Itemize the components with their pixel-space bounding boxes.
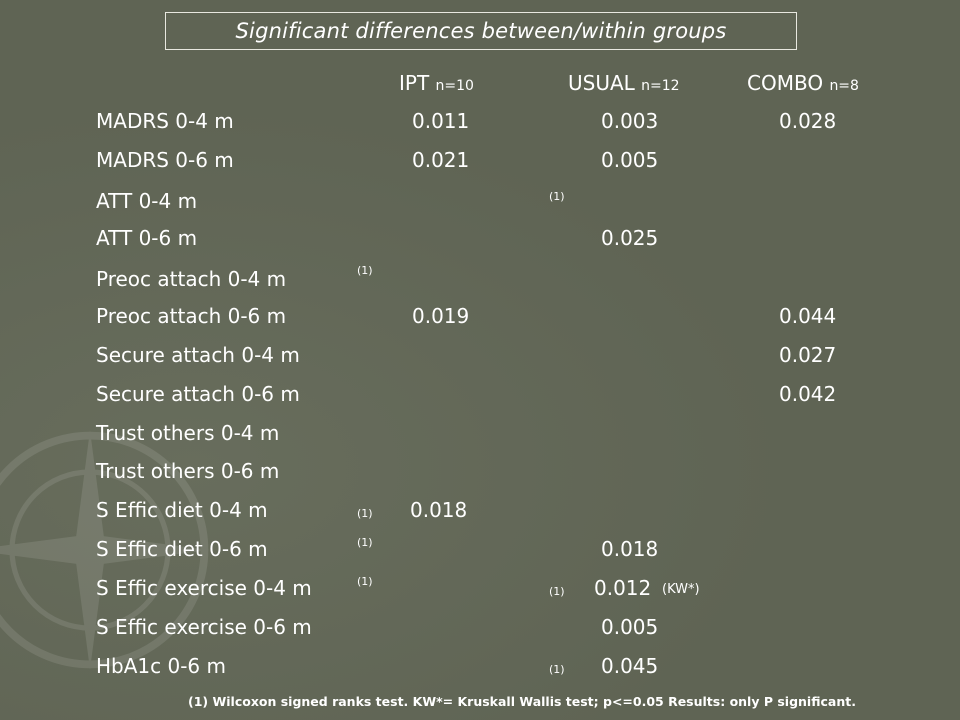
table-row: Secure attach 0-6 m 0.042 — [0, 375, 960, 414]
ipt-test-note: (1) — [357, 536, 373, 549]
ipt-test-note: (1) — [357, 507, 373, 520]
column-n: n=10 — [435, 78, 474, 94]
ipt-value: 0.018 — [410, 498, 468, 522]
usual-test-suffix: (KW*) — [662, 582, 700, 597]
table-row: ATT 0-6 m 0.025 — [0, 219, 960, 258]
table-row: MADRS 0-4 m 0.011 0.003 0.028 — [0, 102, 960, 141]
row-label: Trust others 0-6 m — [96, 459, 280, 483]
footnote: (1) Wilcoxon signed ranks test. KW*= Kru… — [188, 694, 856, 709]
usual-value: 0.003 — [601, 109, 659, 133]
row-label: Secure attach 0-6 m — [96, 382, 300, 406]
table-row: MADRS 0-6 m 0.021 0.005 — [0, 141, 960, 180]
column-name: IPT — [399, 71, 430, 95]
row-label: ATT 0-6 m — [96, 226, 198, 250]
row-label: S Effic exercise 0-4 m — [96, 576, 312, 600]
row-label: MADRS 0-6 m — [96, 148, 234, 172]
ipt-test-note: (1) — [357, 264, 373, 277]
table-row: Secure attach 0-4 m 0.027 — [0, 336, 960, 375]
usual-value: 0.005 — [601, 615, 659, 639]
usual-value: 0.025 — [601, 226, 659, 250]
column-header-ipt: IPT n=10 — [399, 71, 474, 103]
table-row: S Effic exercise 0-4 m (1) (1) 0.012 (KW… — [0, 569, 960, 608]
column-name: COMBO — [747, 71, 824, 95]
row-label: Secure attach 0-4 m — [96, 343, 300, 367]
row-label: S Effic diet 0-6 m — [96, 537, 268, 561]
table-row: Preoc attach 0-6 m 0.019 0.044 — [0, 297, 960, 336]
usual-value: 0.012 — [594, 576, 652, 600]
usual-test-note: (1) — [549, 190, 565, 203]
ipt-value: 0.021 — [412, 148, 470, 172]
usual-test-note: (1) — [549, 663, 565, 676]
column-n: n=12 — [641, 78, 680, 94]
column-n: n=8 — [829, 78, 859, 94]
table-row: HbA1c 0-6 m (1) 0.045 — [0, 647, 960, 686]
ipt-value: 0.019 — [412, 304, 470, 328]
row-label: MADRS 0-4 m — [96, 109, 234, 133]
row-label: HbA1c 0-6 m — [96, 654, 226, 678]
column-header-combo: COMBO n=8 — [747, 71, 859, 103]
table-row: ATT 0-4 m (1) — [0, 180, 960, 219]
usual-value: 0.005 — [601, 148, 659, 172]
table-row: S Effic diet 0-4 m (1) 0.018 — [0, 491, 960, 530]
row-label: Preoc attach 0-4 m — [96, 267, 287, 291]
row-label: S Effic exercise 0-6 m — [96, 615, 312, 639]
column-name: USUAL — [568, 71, 635, 95]
combo-value: 0.028 — [779, 109, 837, 133]
row-label: ATT 0-4 m — [96, 189, 198, 213]
ipt-test-note: (1) — [357, 575, 373, 588]
combo-value: 0.044 — [779, 304, 837, 328]
column-header-usual: USUAL n=12 — [568, 71, 680, 103]
table-row: Trust others 0-6 m — [0, 452, 960, 491]
table-row: S Effic diet 0-6 m (1) 0.018 — [0, 530, 960, 569]
usual-test-note: (1) — [549, 585, 565, 598]
combo-value: 0.042 — [779, 382, 837, 406]
ipt-value: 0.011 — [412, 109, 470, 133]
table-row: Trust others 0-4 m — [0, 414, 960, 453]
usual-value: 0.045 — [601, 654, 659, 678]
combo-value: 0.027 — [779, 343, 837, 367]
table-row: S Effic exercise 0-6 m 0.005 — [0, 608, 960, 647]
slide-title-box: Significant differences between/within g… — [165, 12, 797, 50]
row-label: Trust others 0-4 m — [96, 421, 280, 445]
table-row: Preoc attach 0-4 m (1) — [0, 258, 960, 297]
row-label: S Effic diet 0-4 m — [96, 498, 268, 522]
compass-watermark-icon — [0, 430, 210, 670]
row-label: Preoc attach 0-6 m — [96, 304, 287, 328]
usual-value: 0.018 — [601, 537, 659, 561]
slide-title: Significant differences between/within g… — [235, 19, 727, 43]
